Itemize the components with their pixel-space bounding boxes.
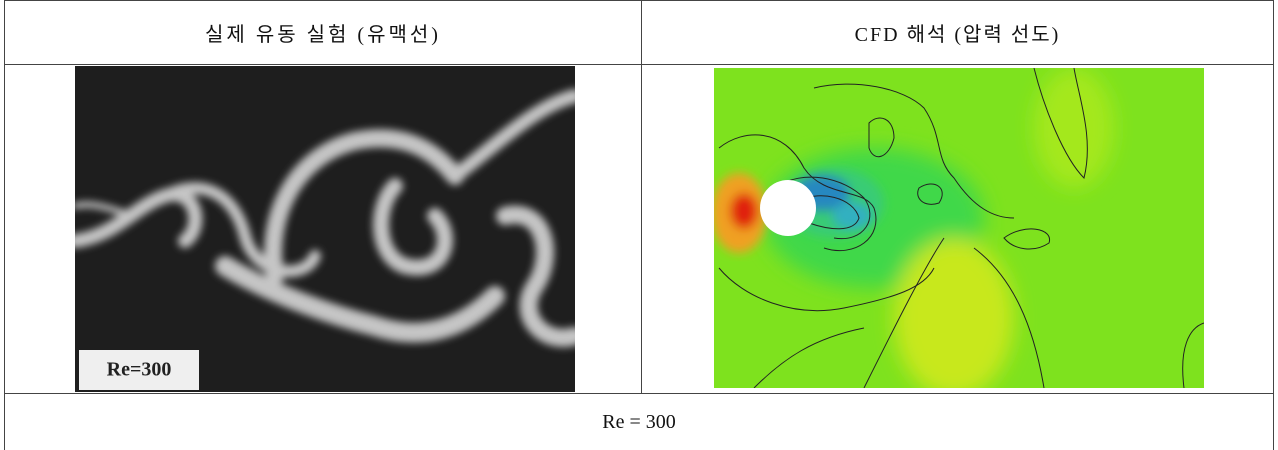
border xyxy=(4,0,5,450)
header-cell: CFD 해석 (압력 선도) xyxy=(854,24,1061,46)
footer-cell: Re = 300 xyxy=(602,410,676,433)
border xyxy=(4,0,1274,1)
border xyxy=(4,393,1274,394)
border xyxy=(641,0,642,393)
flow-photo: Re=300 xyxy=(75,66,575,392)
border xyxy=(1273,0,1274,450)
photo-label: Re=300 xyxy=(107,359,172,381)
header-cell: 실제 유동 실험 (유맥선) xyxy=(205,24,441,46)
border xyxy=(4,64,1274,65)
cfd-image xyxy=(714,68,1204,388)
